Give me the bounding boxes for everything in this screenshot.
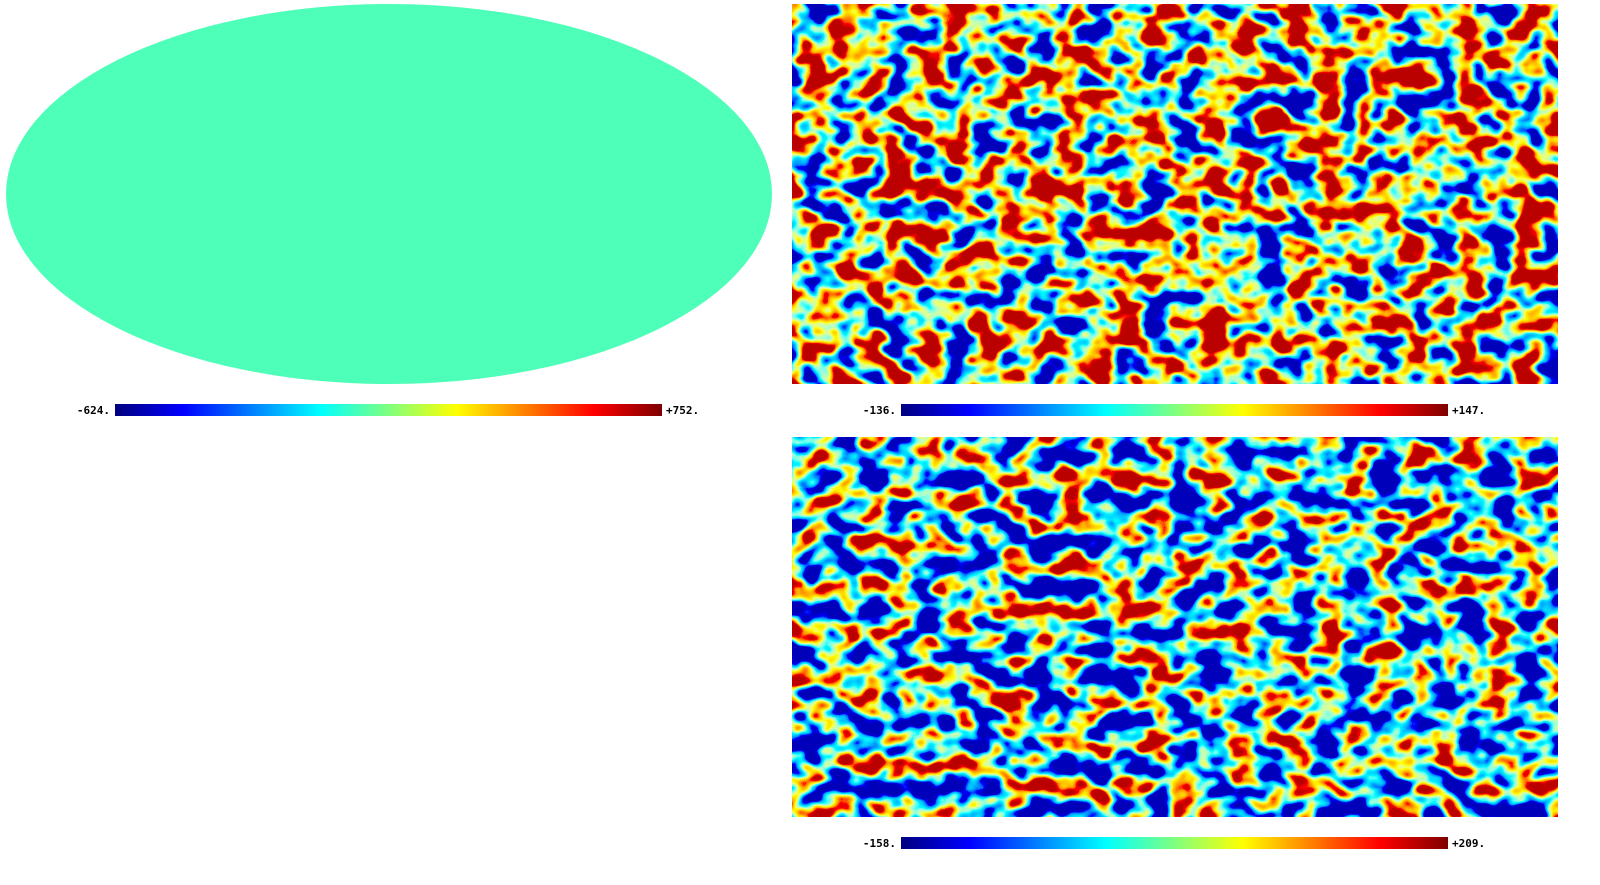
colorbar [901, 404, 1448, 416]
sky-map [792, 437, 1558, 817]
colorbar-max-label: +752. [666, 404, 699, 417]
colorbar-max-label: +147. [1452, 404, 1485, 417]
colorbar-min-label: -136. [863, 404, 896, 417]
colorbar [115, 404, 662, 416]
sky-map [6, 4, 772, 384]
colorbar-min-label: -158. [863, 837, 896, 850]
colorbar [901, 837, 1448, 849]
sky-map [792, 4, 1558, 384]
colorbar-max-label: +209. [1452, 837, 1485, 850]
colorbar-min-label: -624. [77, 404, 110, 417]
